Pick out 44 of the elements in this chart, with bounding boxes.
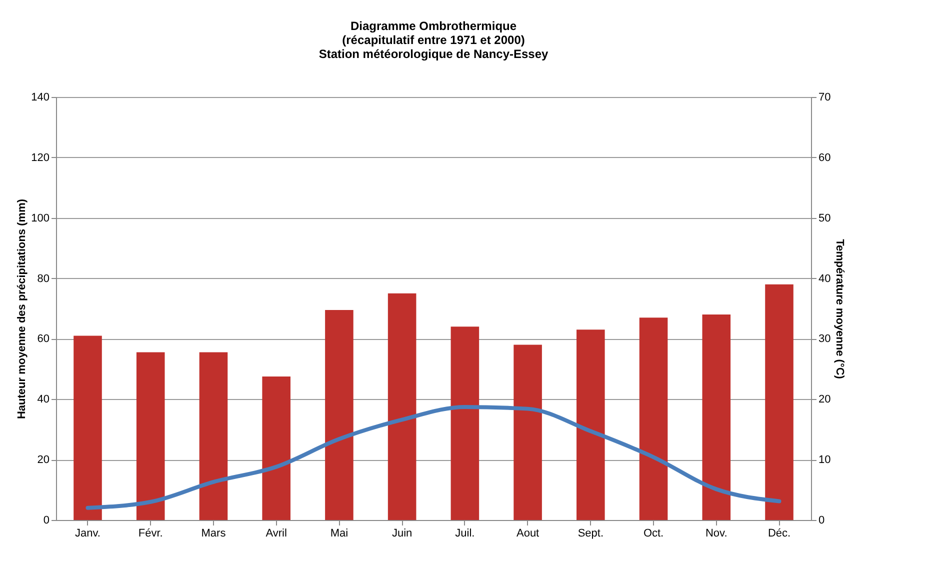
bar bbox=[74, 336, 102, 520]
y2-axis-title: Température moyenne (°C) bbox=[834, 239, 846, 380]
y2-tick-label: 60 bbox=[818, 152, 831, 164]
y2-tick-label: 40 bbox=[818, 272, 831, 285]
x-tick-label: Mars bbox=[201, 528, 226, 540]
y-tick-label: 40 bbox=[37, 394, 50, 406]
bar bbox=[325, 310, 354, 520]
bar bbox=[765, 284, 794, 520]
x-tick-label: Mai bbox=[330, 528, 348, 540]
x-tick-label: Nov. bbox=[705, 528, 728, 540]
y2-tick-label: 70 bbox=[818, 92, 831, 104]
y2-tick-label: 30 bbox=[818, 333, 831, 346]
bar bbox=[702, 314, 731, 520]
y-axis-title: Hauteur moyenne des précipitations (mm) bbox=[16, 198, 28, 420]
x-tick-label: Févr. bbox=[138, 528, 163, 540]
bar bbox=[639, 318, 668, 520]
x-tick-label: Oct. bbox=[643, 528, 664, 540]
y-tick-label: 100 bbox=[31, 212, 50, 224]
bar bbox=[199, 352, 228, 520]
chart-title: Diagramme Ombrothermique (récapitulatif entre 1971 et 2000) Station météorologique de Nancy-Essey bbox=[318, 19, 549, 61]
x-tick-label: Aout bbox=[516, 528, 540, 540]
bar bbox=[576, 330, 605, 520]
y-tick-label: 60 bbox=[37, 333, 50, 346]
y-tick-label: 140 bbox=[31, 92, 50, 104]
y-tick-label: 120 bbox=[31, 152, 50, 164]
x-tick-label: Juil. bbox=[455, 528, 475, 540]
y2-tick-label: 0 bbox=[818, 514, 825, 526]
bar bbox=[388, 293, 416, 520]
bar bbox=[262, 376, 290, 520]
y-tick-label: 20 bbox=[37, 454, 50, 466]
bar bbox=[136, 352, 165, 520]
x-tick-label: Sept. bbox=[578, 528, 604, 540]
y2-tick-label: 10 bbox=[818, 454, 831, 466]
x-tick-label: Janv. bbox=[75, 528, 100, 540]
y-tick-label: 80 bbox=[37, 272, 50, 285]
y2-tick-label: 20 bbox=[818, 394, 831, 406]
x-tick-label: Déc. bbox=[768, 528, 791, 540]
line-series bbox=[86, 405, 782, 510]
x-tick-label: Juin bbox=[392, 528, 412, 540]
x-tick-label: Avril bbox=[266, 528, 287, 540]
y2-tick-label: 50 bbox=[818, 212, 831, 224]
y-tick-label: 0 bbox=[43, 514, 50, 526]
bar bbox=[514, 344, 542, 520]
bar bbox=[450, 326, 480, 520]
